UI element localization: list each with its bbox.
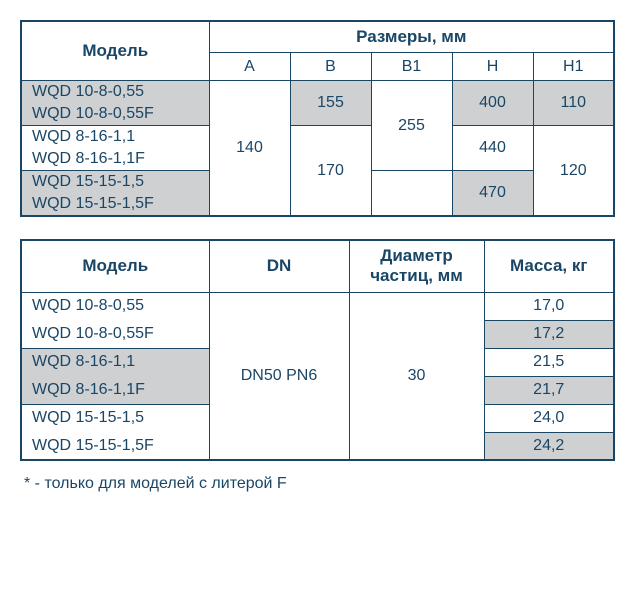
mass-table: Модель DN Диаметр частиц, мм Масса, кг W…: [20, 239, 615, 461]
col-h1: H1: [533, 53, 614, 81]
mass-value: 17,0: [484, 292, 614, 320]
model-text: WQD 15-15-1,5: [22, 171, 209, 193]
dims-header: Размеры, мм: [209, 21, 614, 53]
diam-header-l1: Диаметр: [350, 246, 484, 266]
mass-value: 17,2: [484, 320, 614, 348]
col-b1: B1: [371, 53, 452, 81]
model-cell: WQD 8-16-1,1 WQD 8-16-1,1F: [21, 126, 209, 171]
model-header: Модель: [21, 21, 209, 81]
mass-value: 24,2: [484, 432, 614, 460]
mass-value: 21,7: [484, 376, 614, 404]
val-h: 400: [452, 81, 533, 126]
val-b1-empty: [371, 171, 452, 217]
dn-header: DN: [209, 240, 349, 292]
model-text: WQD 15-15-1,5: [21, 404, 209, 432]
model-text: WQD 8-16-1,1F: [22, 148, 209, 170]
val-h1: 120: [533, 126, 614, 217]
model-text: WQD 15-15-1,5F: [21, 432, 209, 460]
model-text: WQD 10-8-0,55F: [22, 103, 209, 125]
model-text: WQD 8-16-1,1F: [21, 376, 209, 404]
val-h: 470: [452, 171, 533, 217]
mass-value: 21,5: [484, 348, 614, 376]
diam-value: 30: [349, 292, 484, 460]
diam-header-l2: частиц, мм: [350, 266, 484, 286]
val-b: 155: [290, 81, 371, 126]
footnote: * - только для моделей с литерой F: [20, 475, 613, 493]
model-text: WQD 10-8-0,55: [22, 81, 209, 103]
model-text: WQD 10-8-0,55: [21, 292, 209, 320]
val-h1: 110: [533, 81, 614, 126]
model-text: WQD 8-16-1,1: [21, 348, 209, 376]
col-a: A: [209, 53, 290, 81]
col-b: B: [290, 53, 371, 81]
dn-value: DN50 PN6: [209, 292, 349, 460]
model-header: Модель: [21, 240, 209, 292]
val-b: 170: [290, 126, 371, 217]
dimensions-table: Модель Размеры, мм A B B1 H H1 WQD 10-8-…: [20, 20, 615, 217]
model-text: WQD 10-8-0,55F: [21, 320, 209, 348]
model-cell: WQD 10-8-0,55 WQD 10-8-0,55F: [21, 81, 209, 126]
val-a: 140: [209, 81, 290, 217]
col-h: H: [452, 53, 533, 81]
diam-header: Диаметр частиц, мм: [349, 240, 484, 292]
val-b1: 255: [371, 81, 452, 171]
model-cell: WQD 15-15-1,5 WQD 15-15-1,5F: [21, 171, 209, 217]
val-h: 440: [452, 126, 533, 171]
model-text: WQD 15-15-1,5F: [22, 193, 209, 215]
mass-header: Масса, кг: [484, 240, 614, 292]
model-text: WQD 8-16-1,1: [22, 126, 209, 148]
mass-value: 24,0: [484, 404, 614, 432]
